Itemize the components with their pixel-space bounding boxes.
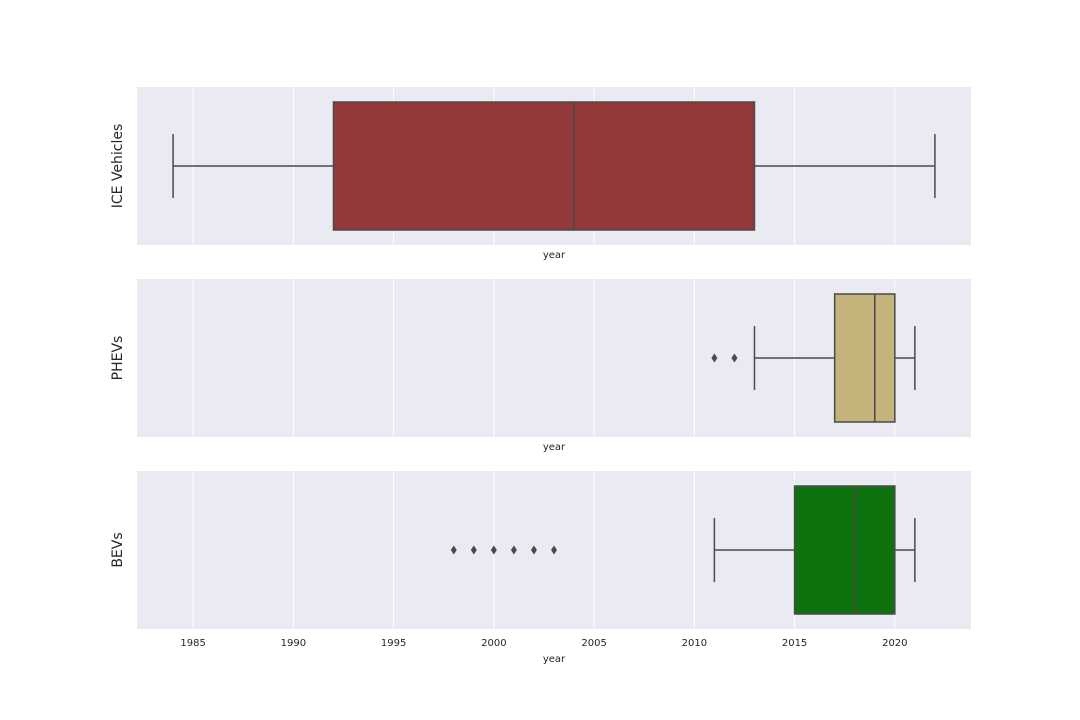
x-axis-label: year — [543, 654, 566, 665]
y-axis-label: PHEVs — [110, 336, 126, 381]
x-tick-label: 2005 — [581, 638, 606, 649]
iqr-box — [333, 102, 754, 230]
x-axis-label: year — [543, 250, 566, 261]
panels-layer: ICE Vehicles year PHEVs year BEVs year 1985 199… — [110, 87, 971, 665]
iqr-box — [835, 294, 895, 422]
panel-2: PHEVs year — [110, 279, 971, 453]
x-tick-label: 1995 — [381, 638, 406, 649]
y-axis-label: BEVs — [110, 532, 126, 567]
y-axis-label: ICE Vehicles — [110, 124, 126, 209]
x-tick-label: 2000 — [481, 638, 506, 649]
x-tick-label: 2015 — [782, 638, 807, 649]
x-axis-label: year — [543, 442, 566, 453]
x-tick-label: 2020 — [882, 638, 907, 649]
panel-1: ICE Vehicles year — [110, 87, 971, 261]
x-tick-label: 1990 — [281, 638, 306, 649]
x-tick-label: 1985 — [180, 638, 205, 649]
x-tick-label: 2010 — [682, 638, 707, 649]
iqr-box — [795, 486, 895, 614]
panel-3: BEVs year 1985 1990 1995 2000 2005 2010 2015 2020 — [110, 471, 971, 665]
